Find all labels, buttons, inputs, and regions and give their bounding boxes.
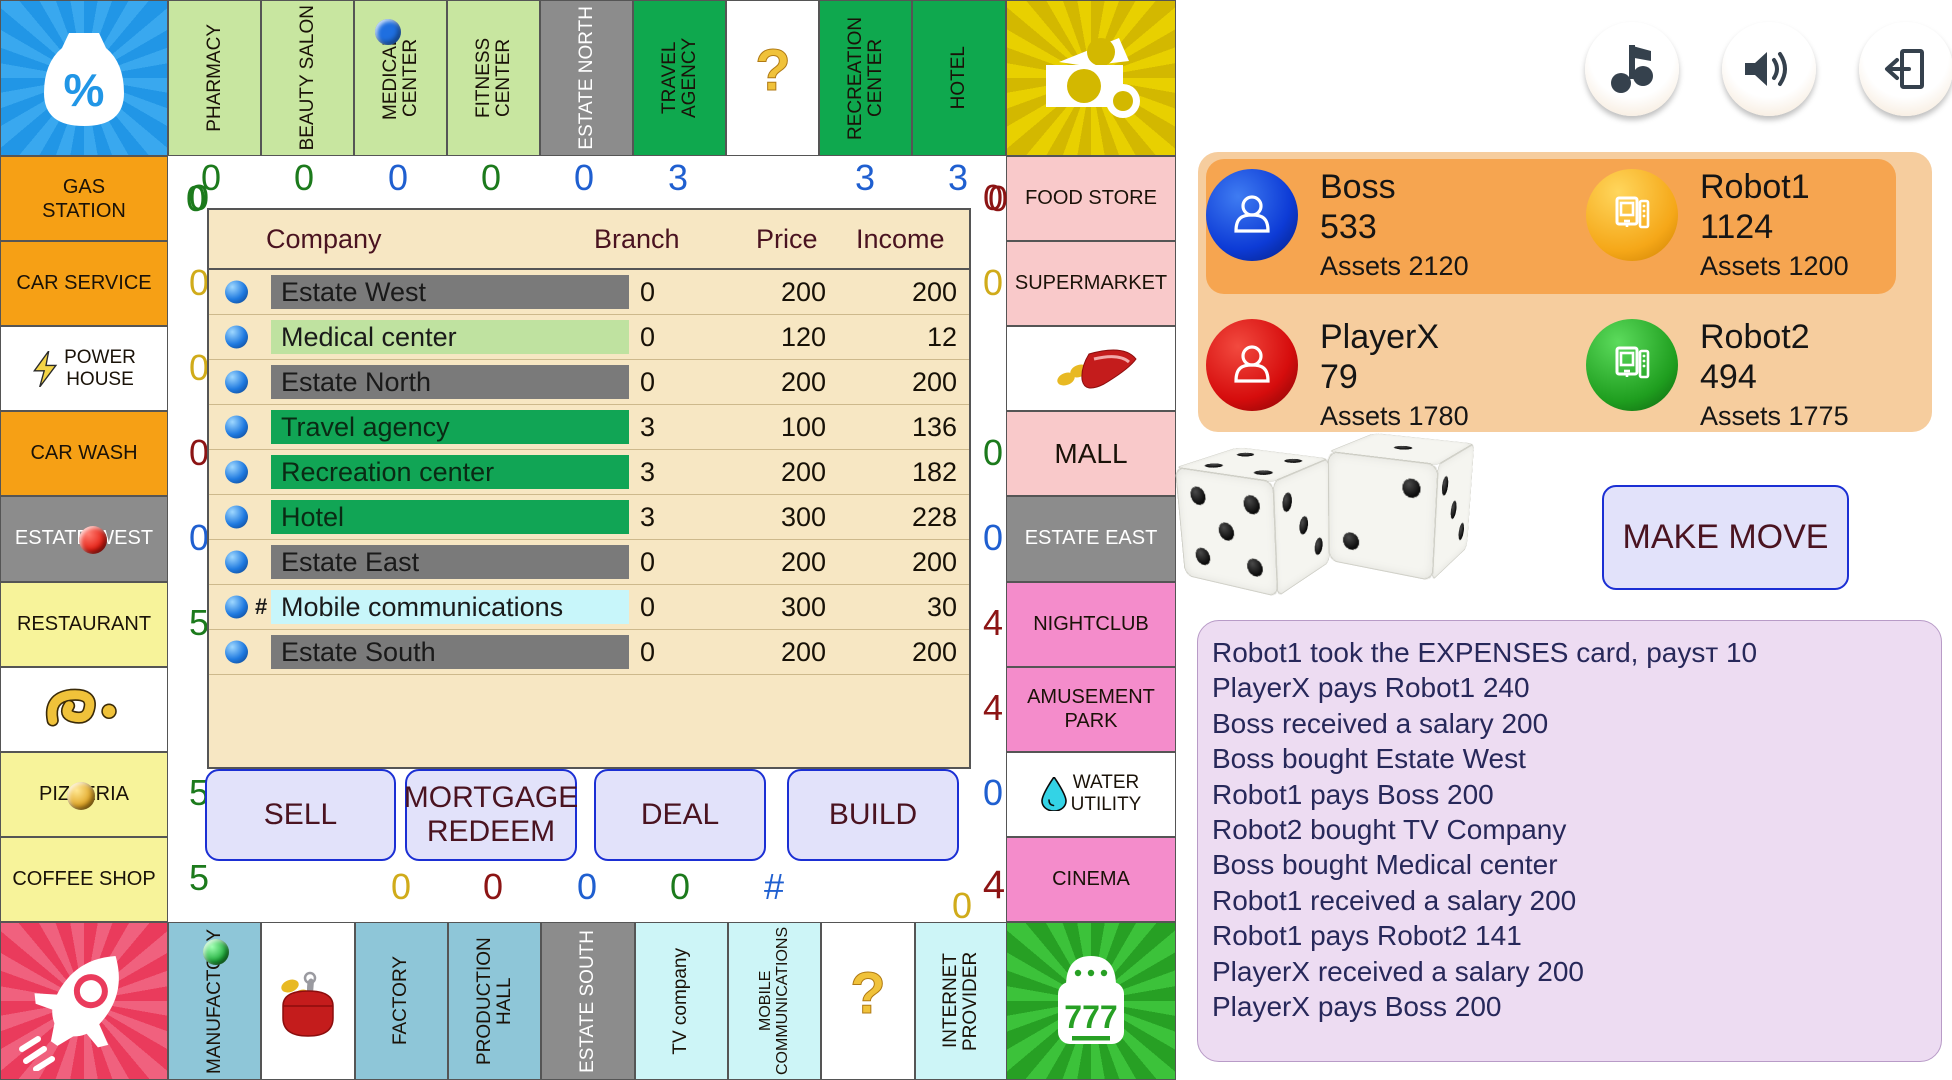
svg-text:777: 777	[1064, 999, 1117, 1035]
svg-text:?: ?	[755, 38, 790, 103]
svg-text:%: %	[64, 64, 105, 116]
svg-text:?: ?	[850, 961, 885, 1026]
